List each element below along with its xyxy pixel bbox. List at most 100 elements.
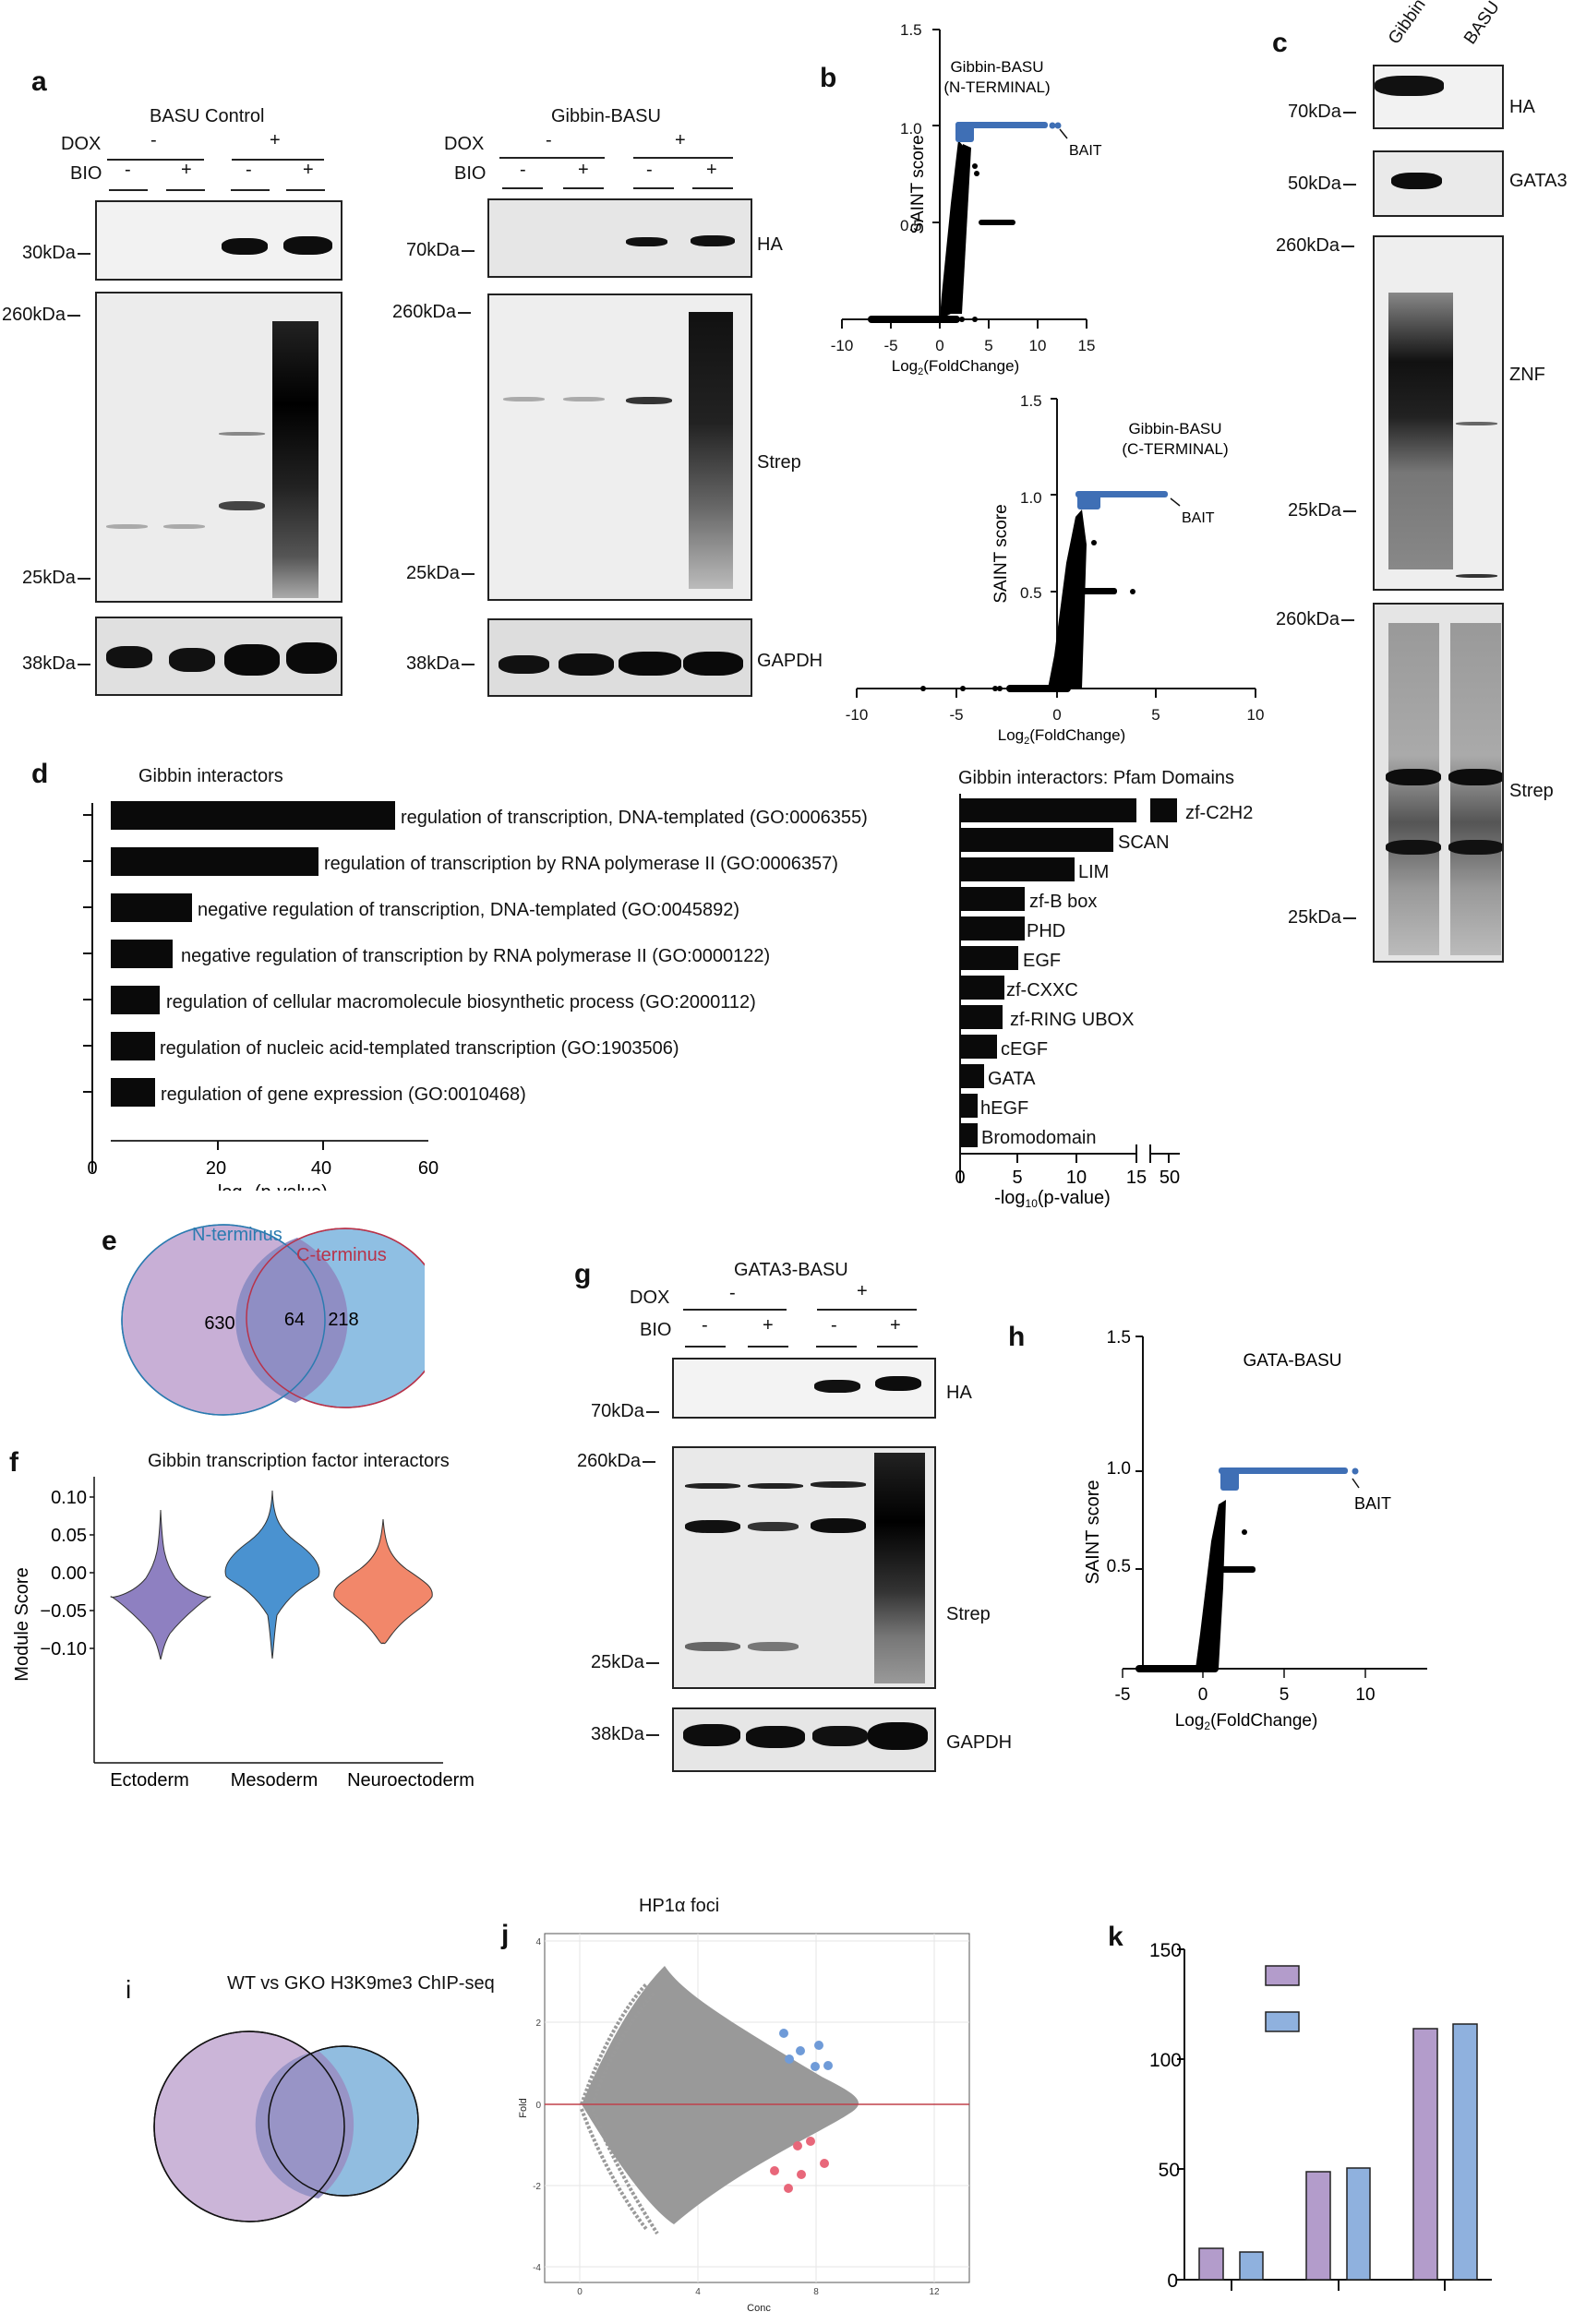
blot-title: Gibbin-BASU xyxy=(551,106,661,126)
ma-plot: 4 2 0 -2 -4 0 4 8 12 Conc Fold xyxy=(518,1933,970,2314)
svg-text:Module Score: Module Score xyxy=(12,1567,32,1681)
bio-minus: - xyxy=(520,160,526,180)
svg-text:−0.10: −0.10 xyxy=(40,1639,87,1659)
antibody-label: Strep xyxy=(1509,781,1554,801)
bar-label: SCAN xyxy=(1118,833,1170,853)
mw-marker: 30kDa xyxy=(22,243,90,264)
svg-text:0: 0 xyxy=(1198,1685,1208,1705)
bar-label: regulation of transcription by RNA polym… xyxy=(324,854,838,874)
svg-text:1.5: 1.5 xyxy=(1020,392,1042,410)
svg-text:1.5: 1.5 xyxy=(1107,1328,1131,1348)
divider xyxy=(563,187,604,189)
svg-text:5: 5 xyxy=(1151,706,1159,724)
dox-minus: - xyxy=(546,130,552,150)
chart-title: HP1α foci xyxy=(639,1896,720,1916)
svg-text:0.5: 0.5 xyxy=(1107,1557,1131,1576)
svg-text:10: 10 xyxy=(1029,337,1047,354)
panel-label-c: c xyxy=(1272,28,1288,58)
bar-label: PHD xyxy=(1027,921,1065,941)
bio-label: BIO xyxy=(454,163,487,184)
svg-text:0.10: 0.10 xyxy=(51,1488,87,1508)
svg-text:-4: -4 xyxy=(533,2263,541,2273)
dox-label: DOX xyxy=(61,134,102,154)
western-blot-gata3 xyxy=(1373,150,1504,217)
western-blot-strep xyxy=(487,293,752,601)
blot-title: BASU Control xyxy=(150,106,265,126)
bar-label: hEGF xyxy=(980,1098,1028,1119)
lane-label-gibbin: Gibbin xyxy=(1385,0,1430,49)
divider xyxy=(816,1346,857,1348)
svg-text:1.0: 1.0 xyxy=(1020,489,1042,507)
svg-text:Gibbin-BASU: Gibbin-BASU xyxy=(1128,420,1221,437)
svg-text:5: 5 xyxy=(1280,1685,1290,1705)
svg-text:-5: -5 xyxy=(949,706,963,724)
blot-title: GATA3-BASU xyxy=(734,1260,848,1280)
pfam-bar-chart: zf-C2H2 SCAN LIM zf-B box PHD EGF zf-CXX… xyxy=(955,794,1253,1210)
svg-text:4: 4 xyxy=(695,2287,701,2297)
svg-text:0: 0 xyxy=(955,1168,965,1188)
western-blot-strep xyxy=(95,292,342,603)
antibody-label: ZNF xyxy=(1509,365,1545,385)
mw-marker: 25kDa xyxy=(591,1652,659,1673)
western-blot-strep xyxy=(672,1446,936,1689)
svg-text:15: 15 xyxy=(1078,337,1096,354)
x-tick-label: Mesoderm xyxy=(231,1770,318,1791)
bio-label: BIO xyxy=(70,163,102,184)
venn-set-label: N-terminus xyxy=(192,1225,282,1245)
western-blot-strep xyxy=(1373,603,1504,963)
lane-label-basu: BASU xyxy=(1460,0,1504,49)
bar-label: regulation of cellular macromolecule bio… xyxy=(166,992,756,1012)
svg-text:BAIT: BAIT xyxy=(1354,1494,1391,1513)
divider xyxy=(633,187,674,189)
svg-text:-log10(p-value): -log10(p-value) xyxy=(211,1182,328,1191)
svg-text:Conc: Conc xyxy=(747,2303,771,2314)
svg-text:−0.05: −0.05 xyxy=(40,1601,87,1622)
divider xyxy=(166,189,205,191)
western-blot-ha xyxy=(1373,65,1504,129)
svg-text:0.05: 0.05 xyxy=(51,1526,87,1546)
divider xyxy=(683,1309,787,1311)
svg-text:50: 50 xyxy=(1159,2160,1180,2181)
dox-plus: + xyxy=(857,1281,868,1301)
antibody-label: GATA3 xyxy=(1509,171,1568,191)
svg-text:Log2(FoldChange): Log2(FoldChange) xyxy=(1175,1711,1318,1732)
venn-gibbin-gata3 xyxy=(153,2031,419,2222)
svg-text:1.5: 1.5 xyxy=(900,21,922,39)
scatter-plot-n-terminal: 1.5 1.0 0.5 -10 -5 0 5 10 15 Log2(FoldChange… xyxy=(831,21,1102,377)
svg-text:5: 5 xyxy=(1012,1168,1022,1188)
divider xyxy=(109,189,148,191)
go-bar-chart: regulation of transcription, DNA-templat… xyxy=(83,801,868,1191)
mw-marker: 38kDa xyxy=(406,653,475,675)
antibody-label: HA xyxy=(757,234,783,255)
bio-minus: - xyxy=(125,160,131,180)
western-blot-gapdh xyxy=(95,617,342,696)
divider xyxy=(499,157,605,159)
panel-label-i: i xyxy=(126,1975,132,2004)
svg-text:Log2(FoldChange): Log2(FoldChange) xyxy=(998,726,1125,747)
scatter-plot-c-terminal: 1.5 1.0 0.5 -10 -5 0 5 10 Log2(FoldChange) … xyxy=(846,392,1265,747)
western-blot-znf xyxy=(1373,235,1504,591)
western-blot-ha xyxy=(487,198,752,278)
x-tick-label: Ectoderm xyxy=(110,1770,189,1791)
panel-label-b: b xyxy=(820,63,837,93)
svg-text:40: 40 xyxy=(311,1158,331,1179)
mw-marker: 25kDa xyxy=(1288,907,1356,928)
panel-label-h: h xyxy=(1008,1322,1026,1352)
svg-text:-log10(p-value): -log10(p-value) xyxy=(994,1188,1111,1210)
svg-text:10: 10 xyxy=(1355,1685,1375,1705)
bar-label: negative regulation of transcription, DN… xyxy=(198,900,739,920)
bio-plus: + xyxy=(763,1315,774,1336)
bio-plus: + xyxy=(578,160,589,180)
divider xyxy=(231,189,270,191)
svg-text:-5: -5 xyxy=(1115,1685,1131,1705)
antibody-label: GAPDH xyxy=(757,651,823,671)
bar-label: regulation of transcription, DNA-templat… xyxy=(401,808,868,828)
divider xyxy=(748,1346,788,1348)
x-tick-label: Neuroectoderm xyxy=(347,1770,475,1791)
venn-n-c-terminus: N-terminus C-terminus 630 64 218 xyxy=(121,1224,425,1416)
panel-label-j: j xyxy=(501,1920,510,1950)
svg-text:0: 0 xyxy=(535,2101,541,2111)
bio-plus: + xyxy=(181,160,192,180)
mw-marker: 260kDa xyxy=(392,302,471,323)
svg-text:150: 150 xyxy=(1149,1940,1182,1961)
